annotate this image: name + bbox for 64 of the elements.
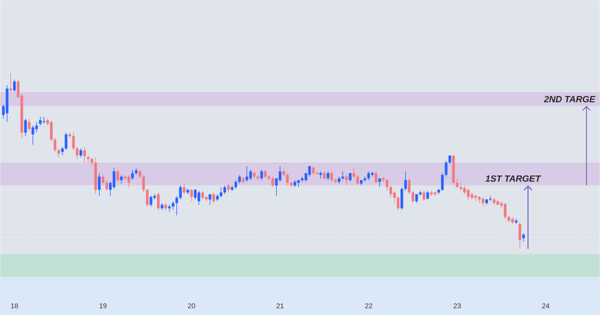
candlestick (504, 202, 506, 220)
annotation: 2ND TARGE (544, 96, 596, 102)
candlestick (179, 185, 182, 200)
candlestick (9, 72, 12, 92)
candlestick (386, 178, 388, 192)
candlestick (54, 138, 56, 152)
candlestick (112, 168, 116, 190)
candlestick (146, 188, 149, 207)
candlestick (330, 171, 334, 182)
candlestick (98, 172, 101, 196)
candlestick (128, 174, 130, 188)
candlestick (102, 174, 104, 186)
candlestick (308, 166, 311, 177)
candlestick (374, 171, 378, 184)
candlestick (412, 190, 414, 204)
candlestick (72, 132, 75, 151)
candlestick (24, 118, 27, 136)
candlestick (198, 190, 200, 206)
candlestick (356, 174, 359, 186)
candlestick (13, 80, 16, 92)
candlestick (182, 183, 186, 195)
candlestick (286, 172, 289, 186)
candlestick (212, 192, 215, 204)
candlestick (116, 169, 120, 182)
candlestick (76, 146, 78, 160)
candlestick (297, 180, 300, 188)
candlestick (28, 118, 31, 132)
candlestick (35, 122, 38, 133)
candlestick (393, 190, 396, 204)
candlestick (466, 188, 470, 200)
candlestick (396, 196, 400, 210)
candlestick (190, 188, 193, 202)
candlestick (518, 222, 522, 250)
candlestick (444, 160, 448, 177)
candlestick (404, 171, 407, 192)
candlestick (422, 190, 426, 202)
candlestick (434, 191, 436, 196)
candlestick (50, 120, 53, 142)
candlestick (400, 186, 404, 210)
candlestick (105, 180, 108, 192)
candlestick (389, 185, 392, 198)
candlestick (83, 146, 86, 163)
annotation: 1ST TARGET (485, 175, 542, 182)
candlestick (441, 172, 444, 192)
candlestick (175, 196, 178, 216)
candlestick (64, 132, 68, 151)
candlestick (150, 196, 152, 207)
candlestick (345, 174, 348, 186)
candlestick (249, 169, 252, 180)
candlestick (268, 174, 270, 180)
candlestick (142, 174, 145, 193)
candlestick (32, 125, 34, 146)
candlestick (256, 174, 260, 180)
candlestick (278, 166, 282, 182)
candlestick (220, 186, 222, 198)
candlestick (260, 169, 263, 180)
candlestick (246, 166, 248, 182)
candlestick (352, 168, 356, 179)
candlestick (271, 176, 274, 188)
candlestick (316, 171, 318, 176)
candlestick (131, 169, 134, 180)
candlestick (408, 178, 411, 195)
candlestick (156, 192, 160, 210)
candlestick (208, 194, 212, 206)
